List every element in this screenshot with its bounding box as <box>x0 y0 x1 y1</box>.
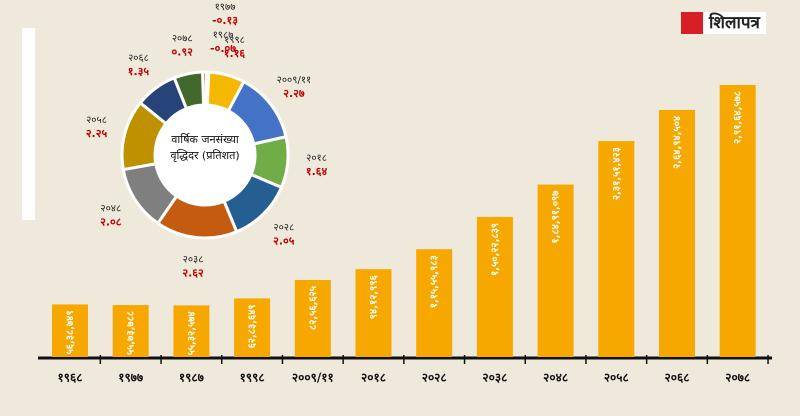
x-tick-label: २०६८ <box>665 371 690 385</box>
pie-value-label: २.०५ <box>273 235 295 248</box>
bar <box>355 269 392 357</box>
bar-value-label: २,९१,६४,५७८ <box>733 91 744 144</box>
donut-slice <box>172 70 206 111</box>
logo-text: शिलापत्र <box>703 12 766 34</box>
pie-value-label: १.६४ <box>306 165 328 178</box>
pie-value-label: ०.९२ <box>172 45 194 58</box>
bar <box>659 109 695 357</box>
bar <box>719 85 756 357</box>
x-tick-label: १९९८ <box>240 371 265 385</box>
x-tick-label: २०२८ <box>422 371 447 385</box>
pie-category-label: २०४८ <box>100 204 121 215</box>
bar <box>598 141 635 357</box>
logo-icon <box>681 12 703 34</box>
bar <box>416 249 453 357</box>
pie-category-label: १९९८ <box>224 35 245 46</box>
bar-value-label: ६२,८३,६४९ <box>247 304 258 348</box>
bar-value-label: १,८४,९१,०९७ <box>551 190 562 244</box>
x-tick-label: २०४८ <box>543 371 568 385</box>
bar <box>173 305 210 357</box>
bar-value-label: २,३१,५१,४२३ <box>611 147 622 200</box>
pie-category-label: १९८७ <box>213 30 234 41</box>
pie-value-label: १.३५ <box>128 65 150 78</box>
bar-value-label: ५६,३८,७४९ <box>65 310 76 354</box>
pie-category-label: १९७७ <box>215 2 236 13</box>
x-tick-label: १९६८ <box>58 371 83 385</box>
bar-value-label: ९४,१२,९९६ <box>369 274 380 319</box>
pie-category-label: २०३८ <box>183 254 204 265</box>
x-tick-label: १९८७ <box>179 371 205 385</box>
x-tick-label: २०५८ <box>604 371 629 385</box>
x-tick-label: २०३८ <box>482 371 507 385</box>
pie-value-label: २.२५ <box>86 127 108 140</box>
pie-category-label: २०१८ <box>306 153 327 164</box>
bar <box>52 304 88 357</box>
bar <box>112 305 149 357</box>
pie-value-label: -०.०७ <box>210 42 236 55</box>
pie-value-label: २.०८ <box>100 216 122 229</box>
pie-value-label: -०.१३ <box>212 14 238 27</box>
bar <box>476 216 513 357</box>
donut-hole <box>156 106 254 204</box>
pie-value-label: २.२७ <box>283 87 305 100</box>
pie-category-label: २०५८ <box>86 115 107 126</box>
decor-strip <box>22 28 35 220</box>
pie-category-label: २०२८ <box>273 223 294 234</box>
logo: शिलापत्र <box>681 10 766 36</box>
pie-value-label: २.६२ <box>182 266 204 279</box>
bar <box>234 298 271 357</box>
pie-category-label: २००९/११ <box>277 75 312 86</box>
bar-value-label: १,५०,२२,८३९ <box>490 223 501 276</box>
pie-category-label: २०६८ <box>128 53 149 64</box>
bar-value-label: ८२,५६,६२५ <box>308 286 319 330</box>
bar-value-label: २,६४,९४,५०४ <box>672 116 683 169</box>
bar <box>294 279 331 357</box>
pie-title: वार्षिक जनसंख्या वृद्धिदर (प्रतिशत) <box>170 133 240 162</box>
bar-value-label: ५५,३२,५७४ <box>186 311 197 355</box>
x-tick-label: २०१८ <box>361 371 386 385</box>
x-tick-label: २००९/११ <box>292 371 334 385</box>
pie-value-label: १.१६ <box>224 47 246 60</box>
pie-category-label: २०७८ <box>172 33 193 44</box>
bar-value-label: १,१५,५५,९८३ <box>429 255 440 308</box>
bar-value-label: ५५,७३,७८८ <box>126 311 137 355</box>
bar <box>537 184 574 357</box>
x-tick-label: २०७८ <box>725 371 750 385</box>
x-tick-label: १९७७ <box>118 371 144 385</box>
